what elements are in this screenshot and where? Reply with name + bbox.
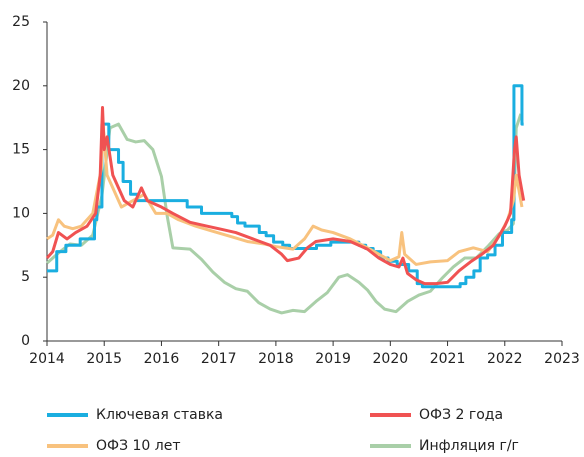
y-tick-label: 20 [12,78,30,94]
x-tick-label: 2016 [144,351,180,367]
legend-label: ОФЗ 10 лет [96,438,180,454]
x-tick-label: 2021 [430,351,466,367]
x-tick-label: 2014 [29,351,65,367]
y-tick-label: 15 [12,142,30,158]
series-line [46,122,524,266]
x-tick-label: 2018 [258,351,294,367]
series-line [45,105,526,286]
y-tick-label: 5 [21,269,30,285]
series-line [46,113,523,315]
x-tick-label: 2022 [487,351,523,367]
x-tick-label: 2020 [373,351,409,367]
legend-label: Ключевая ставка [96,407,223,423]
x-tick-label: 2015 [86,351,122,367]
x-tick-label: 2023 [544,351,580,367]
legend-label: Инфляция г/г [419,438,519,454]
legend-label: ОФЗ 2 года [419,407,503,423]
x-tick-label: 2019 [315,351,351,367]
y-tick-label: 10 [12,205,30,221]
y-tick-label: 25 [12,14,30,30]
x-tick-label: 2017 [201,351,237,367]
y-tick-label: 0 [21,333,30,349]
